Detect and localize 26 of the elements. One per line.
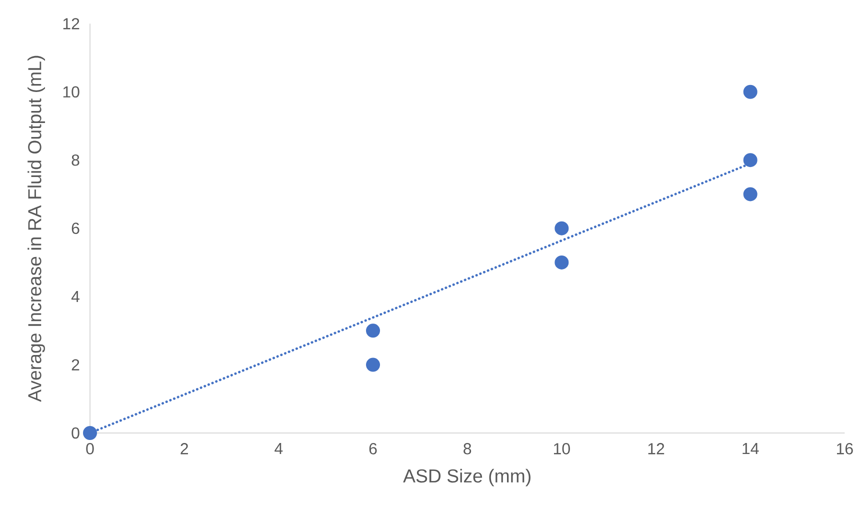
- point: [743, 153, 758, 168]
- x-tick-label: 16: [836, 443, 853, 454]
- x-tick-label: 4: [274, 443, 283, 454]
- point: [743, 84, 758, 99]
- x-tick-label: 0: [86, 443, 94, 454]
- y-tick-label: 6: [72, 222, 80, 234]
- x-tick-label: 14: [742, 443, 759, 454]
- y-axis-title: Average Increase in RA Fluid Output (mL): [28, 56, 45, 402]
- point: [366, 358, 380, 372]
- x-tick-label: 10: [554, 443, 570, 454]
- x-tick-label: 12: [648, 443, 664, 454]
- point: [554, 255, 569, 270]
- point: [366, 324, 380, 338]
- point: [554, 221, 569, 236]
- y-tick-label: 8: [72, 154, 80, 166]
- point: [743, 187, 758, 202]
- x-axis-title: ASD Size (mm): [403, 468, 530, 486]
- x-tick-label: 2: [180, 443, 188, 454]
- y-tick-label: 2: [72, 359, 80, 370]
- y-tick-label: 4: [71, 291, 80, 302]
- y-tick-label: 12: [63, 18, 80, 30]
- y-tick-label: 0: [72, 427, 80, 439]
- x-tick-label: 6: [369, 443, 377, 454]
- y-tick-label: 10: [63, 86, 80, 98]
- x-tick-label: 8: [464, 443, 472, 454]
- point: [83, 426, 97, 440]
